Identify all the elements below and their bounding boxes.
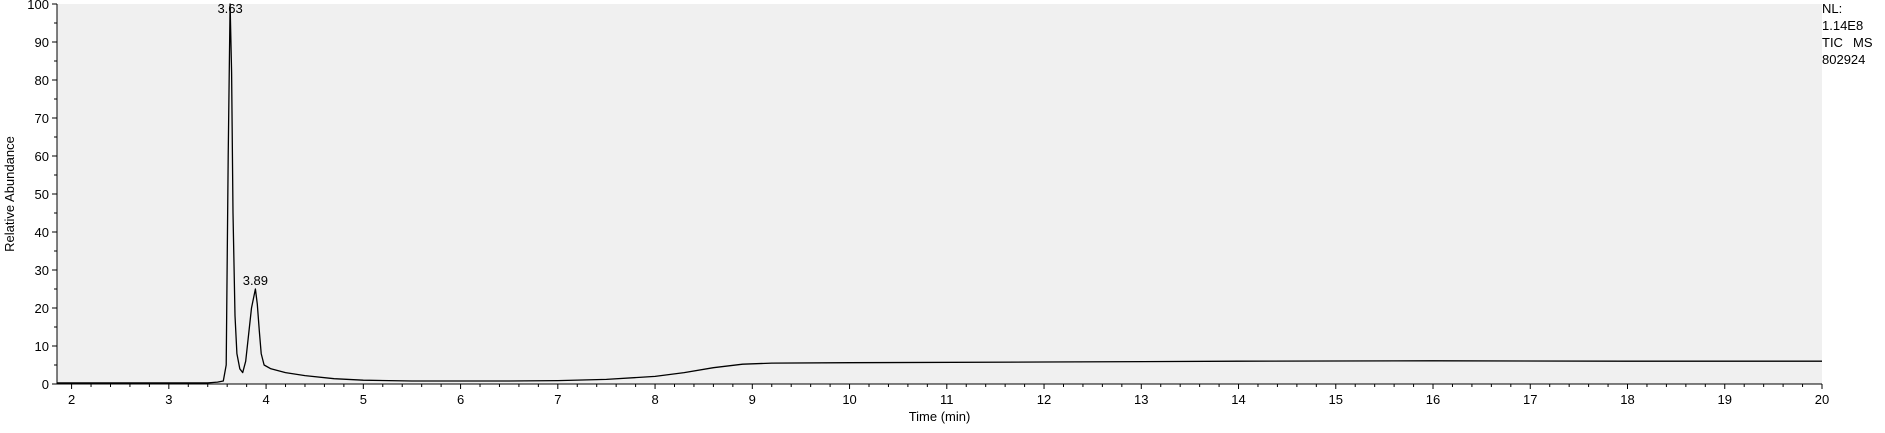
x-tick-label: 19 (1718, 392, 1732, 407)
x-tick-label: 13 (1134, 392, 1148, 407)
nl-value: 1.14E8 (1822, 18, 1863, 33)
y-tick-label: 90 (35, 35, 49, 50)
x-tick-label: 10 (842, 392, 856, 407)
peak-label: 3.63 (217, 1, 242, 16)
x-tick-label: 4 (262, 392, 269, 407)
y-tick-label: 80 (35, 73, 49, 88)
y-tick-label: 40 (35, 225, 49, 240)
x-tick-label: 8 (651, 392, 658, 407)
y-tick-label: 30 (35, 263, 49, 278)
x-tick-label: 6 (457, 392, 464, 407)
y-tick-label: 50 (35, 187, 49, 202)
trace-mode: MS (1853, 35, 1873, 50)
y-axis-ticks: 0 10 20 30 40 50 60 70 80 90 100 (27, 0, 57, 392)
sample-id: 802924 (1822, 52, 1865, 67)
x-tick-label: 3 (165, 392, 172, 407)
x-tick-label: 11 (940, 392, 954, 407)
x-tick-label: 12 (1037, 392, 1051, 407)
trace-info: NL: 1.14E8 TIC MS 802924 (1822, 1, 1873, 67)
x-axis-title: Time (min) (909, 409, 971, 424)
y-tick-label: 20 (35, 301, 49, 316)
y-tick-label: 70 (35, 111, 49, 126)
trace-type: TIC (1822, 35, 1843, 50)
series-layer (57, 3, 1822, 384)
y-tick-label: 60 (35, 149, 49, 164)
y-tick-label: 10 (35, 339, 49, 354)
y-axis-title: Relative Abundance (2, 136, 17, 252)
x-tick-label: 2 (68, 392, 75, 407)
y-tick-label: 0 (42, 377, 49, 392)
x-tick-label: 20 (1815, 392, 1829, 407)
x-tick-label: 16 (1426, 392, 1440, 407)
x-tick-label: 18 (1620, 392, 1634, 407)
x-tick-label: 14 (1231, 392, 1245, 407)
x-tick-label: 9 (749, 392, 756, 407)
x-tick-label: 7 (554, 392, 561, 407)
x-tick-label: 5 (360, 392, 367, 407)
plot-background (57, 4, 1822, 384)
x-axis-ticks: 2 3 4 5 6 7 8 9 10 11 12 13 14 15 16 17 18 19 20 (68, 384, 1829, 407)
x-tick-label: 15 (1329, 392, 1343, 407)
peak-annotations: 3.63 3.89 (217, 1, 268, 288)
x-tick-label: 17 (1523, 392, 1537, 407)
y-tick-label: 100 (27, 0, 49, 12)
nl-label: NL: (1822, 1, 1842, 16)
peak-label: 3.89 (243, 273, 268, 288)
tic-trace-line (57, 3, 1822, 384)
